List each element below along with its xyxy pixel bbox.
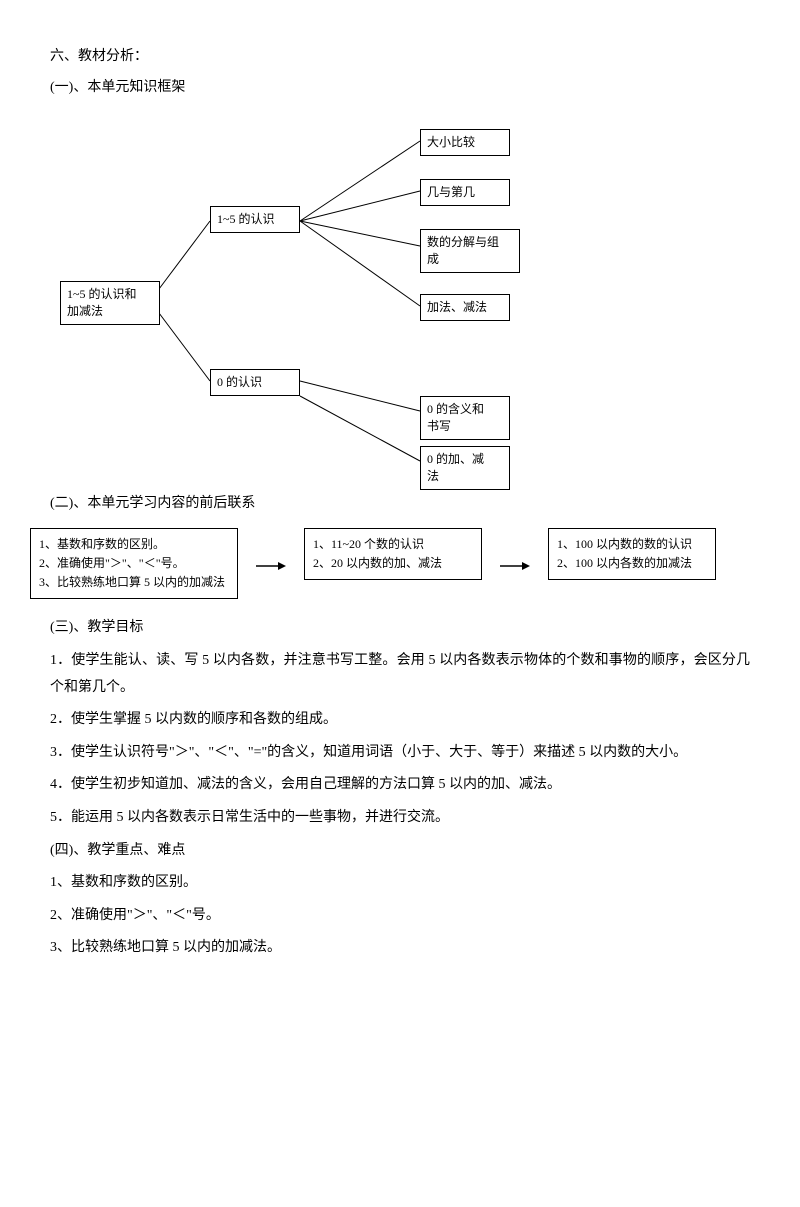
flow-box-2-line1: 1、11~20 个数的认识	[313, 535, 473, 554]
subsection-4-title: (四)、教学重点、难点	[50, 838, 750, 865]
flow-box-3-line1: 1、100 以内数的数的认识	[557, 535, 707, 554]
flow-box-1-line3: 3、比较熟练地口算 5 以内的加减法	[39, 573, 229, 592]
tree-node-root: 1~5 的认识和加减法	[60, 281, 160, 325]
flow-box-3-line2: 2、100 以内各数的加减法	[557, 554, 707, 573]
arrow-icon	[500, 558, 530, 574]
flow-box-1: 1、基数和序数的区别。 2、准确使用"＞"、"＜"号。 3、比较熟练地口算 5 …	[30, 528, 238, 600]
subsection-2-title: (二)、本单元学习内容的前后联系	[50, 491, 750, 518]
tree-node-leaf6: 0 的加、减法	[420, 446, 510, 490]
flow-diagram: 1、基数和序数的区别。 2、准确使用"＞"、"＜"号。 3、比较熟练地口算 5 …	[30, 528, 750, 600]
flow-box-1-line1: 1、基数和序数的区别。	[39, 535, 229, 554]
flow-box-2-line2: 2、20 以内数的加、减法	[313, 554, 473, 573]
goal-5: 5．能运用 5 以内各数表示日常生活中的一些事物，并进行交流。	[50, 805, 750, 832]
point-3: 3、比较熟练地口算 5 以内的加减法。	[50, 935, 750, 962]
subsection-1-title: (一)、本单元知识框架	[50, 75, 750, 102]
goal-2: 2．使学生掌握 5 以内数的顺序和各数的组成。	[50, 707, 750, 734]
subsection-3-title: (三)、教学目标	[50, 615, 750, 642]
section-6-title: 六、教材分析：	[50, 44, 750, 71]
goal-1: 1．使学生能认、读、写 5 以内各数，并注意书写工整。会用 5 以内各数表示物体…	[50, 648, 750, 701]
goal-4: 4．使学生初步知道加、减法的含义，会用自己理解的方法口算 5 以内的加、减法。	[50, 772, 750, 799]
goal-3: 3．使学生认识符号"＞"、"＜"、"="的含义，知道用词语（小于、大于、等于）来…	[50, 740, 750, 767]
tree-node-mid2: 0 的认识	[210, 369, 300, 396]
point-1: 1、基数和序数的区别。	[50, 870, 750, 897]
point-2: 2、准确使用"＞"、"＜"号。	[50, 903, 750, 930]
tree-node-leaf5: 0 的含义和书写	[420, 396, 510, 440]
tree-node-mid1: 1~5 的认识	[210, 206, 300, 233]
arrow-icon	[256, 558, 286, 574]
tree-node-leaf1: 大小比较	[420, 129, 510, 156]
tree-node-leaf4: 加法、减法	[420, 294, 510, 321]
flow-box-1-line2: 2、准确使用"＞"、"＜"号。	[39, 554, 229, 573]
flow-box-3: 1、100 以内数的数的认识 2、100 以内各数的加减法	[548, 528, 716, 580]
tree-node-leaf3: 数的分解与组成	[420, 229, 520, 273]
tree-node-leaf2: 几与第几	[420, 179, 510, 206]
flow-box-2: 1、11~20 个数的认识 2、20 以内数的加、减法	[304, 528, 482, 580]
knowledge-tree-diagram: 1~5 的认识和加减法 1~5 的认识 0 的认识 大小比较 几与第几 数的分解…	[50, 111, 670, 481]
